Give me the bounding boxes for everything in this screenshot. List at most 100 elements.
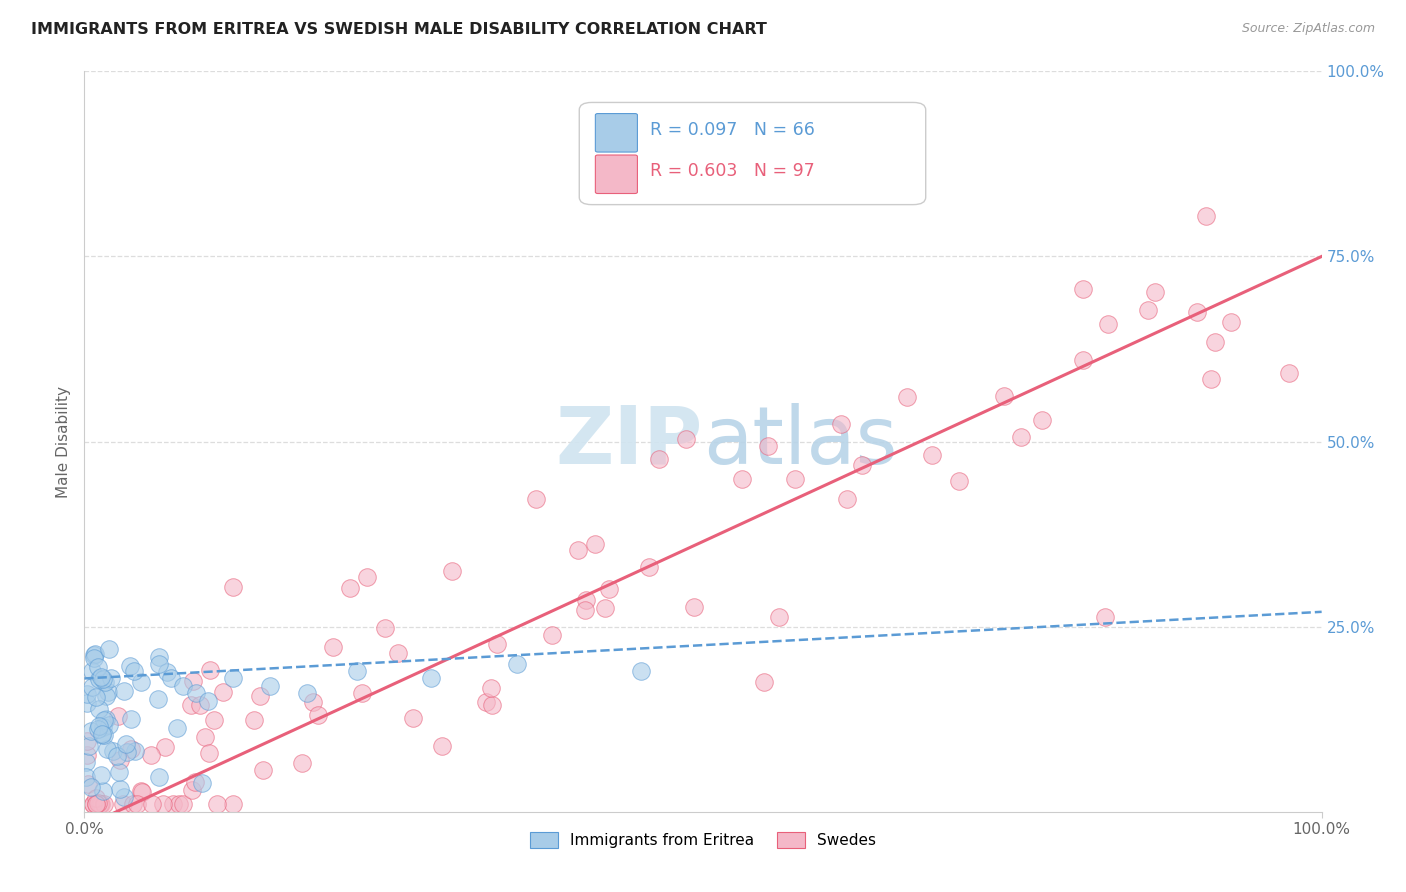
- Point: [117, 746, 139, 760]
- Point: [156, 665, 179, 680]
- Point: [752, 674, 775, 689]
- Point: [212, 685, 235, 699]
- Point: [683, 600, 706, 615]
- Point: [198, 663, 221, 677]
- Point: [1010, 430, 1032, 444]
- Point: [1278, 366, 1301, 380]
- Point: [112, 683, 135, 698]
- Point: [129, 674, 152, 689]
- Point: [851, 458, 873, 473]
- Point: [100, 672, 122, 686]
- Point: [107, 748, 129, 763]
- Point: [419, 672, 441, 686]
- Point: [402, 711, 425, 725]
- Point: [630, 664, 652, 678]
- Point: [524, 491, 547, 506]
- Point: [346, 664, 368, 678]
- Point: [162, 797, 184, 812]
- Point: [75, 771, 97, 785]
- Point: [90, 669, 112, 683]
- Point: [93, 729, 115, 743]
- Text: atlas: atlas: [703, 402, 897, 481]
- Point: [84, 791, 107, 805]
- Point: [90, 726, 112, 740]
- Point: [731, 472, 754, 486]
- Point: [374, 622, 396, 636]
- Point: [768, 610, 790, 624]
- Point: [475, 695, 498, 709]
- Point: [252, 764, 274, 778]
- Point: [598, 582, 620, 596]
- Point: [291, 756, 314, 771]
- Point: [1199, 371, 1222, 385]
- Point: [593, 601, 616, 615]
- Point: [94, 712, 117, 726]
- Point: [191, 776, 214, 790]
- Point: [127, 797, 149, 812]
- Point: [243, 713, 266, 727]
- Point: [115, 737, 138, 751]
- Point: [638, 560, 661, 574]
- Text: R = 0.603   N = 97: R = 0.603 N = 97: [650, 162, 814, 180]
- Point: [98, 641, 121, 656]
- FancyBboxPatch shape: [595, 113, 637, 152]
- Point: [89, 797, 111, 812]
- Point: [80, 665, 103, 679]
- Point: [322, 640, 344, 654]
- Point: [167, 797, 190, 812]
- Point: [76, 734, 98, 748]
- Point: [82, 797, 104, 812]
- Point: [129, 783, 152, 797]
- Point: [76, 696, 98, 710]
- Point: [131, 785, 153, 799]
- Point: [148, 770, 170, 784]
- Point: [432, 739, 454, 753]
- Point: [83, 651, 105, 665]
- Point: [83, 648, 105, 663]
- Point: [1144, 285, 1167, 299]
- Point: [89, 702, 111, 716]
- Point: [139, 747, 162, 762]
- Point: [222, 672, 245, 686]
- Point: [110, 753, 132, 767]
- Point: [441, 565, 464, 579]
- Point: [97, 685, 120, 699]
- Point: [756, 439, 779, 453]
- Point: [184, 686, 207, 700]
- Point: [249, 689, 271, 703]
- Point: [93, 672, 115, 686]
- Point: [1071, 353, 1094, 368]
- Point: [830, 417, 852, 431]
- Point: [84, 797, 107, 812]
- Point: [188, 698, 211, 712]
- Point: [77, 776, 100, 790]
- Point: [207, 797, 229, 812]
- Point: [90, 768, 112, 782]
- Point: [166, 722, 188, 736]
- Point: [948, 474, 970, 488]
- Point: [259, 679, 281, 693]
- Point: [481, 698, 503, 713]
- Point: [107, 765, 129, 780]
- Point: [83, 647, 105, 661]
- Point: [118, 658, 141, 673]
- Point: [356, 570, 378, 584]
- Point: [120, 713, 142, 727]
- Point: [97, 718, 120, 732]
- Point: [90, 797, 112, 812]
- Point: [198, 746, 221, 760]
- Point: [111, 797, 134, 812]
- Point: [76, 687, 98, 701]
- Point: [1204, 335, 1226, 350]
- Point: [1031, 412, 1053, 426]
- Point: [648, 452, 671, 467]
- Text: Source: ZipAtlas.com: Source: ZipAtlas.com: [1241, 22, 1375, 36]
- Point: [993, 389, 1015, 403]
- Point: [180, 698, 202, 712]
- Point: [183, 673, 205, 688]
- Point: [120, 741, 142, 756]
- Point: [91, 729, 114, 743]
- Point: [107, 708, 129, 723]
- Point: [91, 784, 114, 798]
- Point: [172, 679, 194, 693]
